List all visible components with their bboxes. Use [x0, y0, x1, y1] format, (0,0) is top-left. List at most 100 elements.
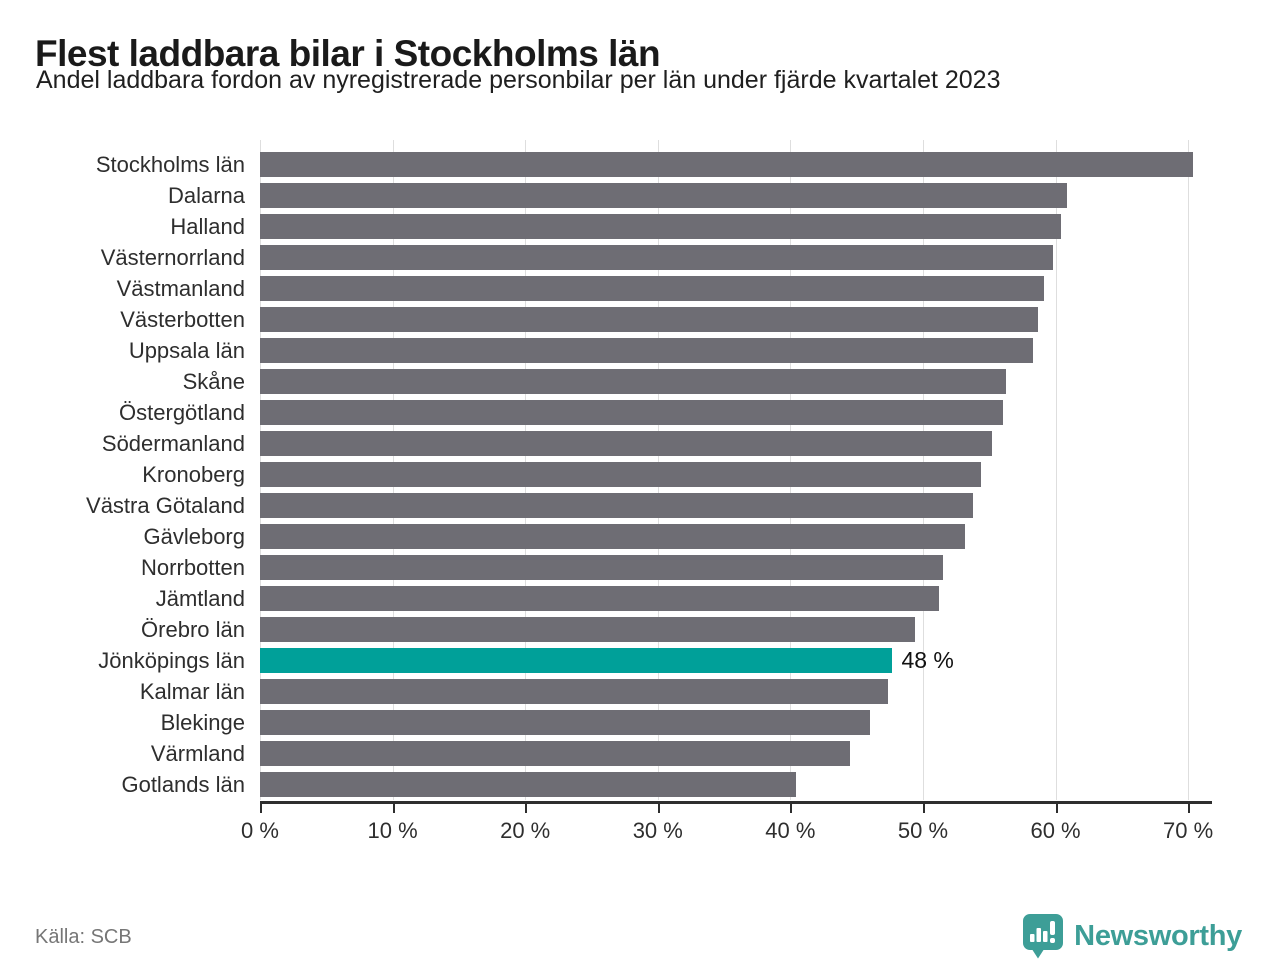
bar — [260, 493, 974, 518]
bar-row: Västra Götaland — [0, 490, 1280, 521]
bar-row: Norrbotten — [0, 552, 1280, 583]
bar-row: Örebro län — [0, 614, 1280, 645]
bar-track: 48 % — [260, 645, 1280, 676]
category-label: Värmland — [150, 741, 245, 766]
bar-row: Värmland — [0, 738, 1280, 769]
category-label: Gotlands län — [121, 772, 245, 797]
bar — [260, 617, 915, 642]
x-axis-line — [260, 801, 1212, 804]
axis-tick — [790, 804, 793, 813]
bar-row: Västerbotten — [0, 304, 1280, 335]
bar — [260, 586, 939, 611]
bar-track — [260, 707, 1280, 738]
bar-row: Kronoberg — [0, 459, 1280, 490]
bar-track — [260, 211, 1280, 242]
axis-tick — [392, 804, 395, 813]
category-label: Kronoberg — [142, 462, 245, 487]
axis-tick-label: 0 % — [241, 818, 279, 843]
bar — [260, 214, 1061, 239]
bar-track — [260, 428, 1280, 459]
bar-row: Gotlands län — [0, 769, 1280, 800]
newsworthy-bubble-icon — [1023, 914, 1064, 959]
bar-track — [260, 490, 1280, 521]
bar-row: Östergötland — [0, 397, 1280, 428]
bar-track — [260, 459, 1280, 490]
bar-row: Halland — [0, 211, 1280, 242]
category-label: Dalarna — [167, 183, 245, 208]
bar-track — [260, 180, 1280, 211]
bar — [260, 245, 1053, 270]
bar-value-label: 48 % — [901, 647, 954, 673]
axis-tick — [525, 804, 528, 813]
page-subtitle: Andel laddbara fordon av nyregistrerade … — [36, 66, 1001, 94]
bar — [260, 741, 851, 766]
gridline — [1055, 140, 1057, 800]
category-label: Södermanland — [101, 431, 245, 456]
bar — [260, 338, 1033, 363]
newsworthy-logo[interactable]: Newsworthy — [1022, 913, 1242, 959]
bar — [260, 772, 796, 797]
bar — [260, 555, 943, 580]
bar — [260, 369, 1007, 394]
bar-chart: Stockholms län Dalarna Halland Västernorrla… — [0, 140, 1280, 843]
category-label: Jönköpings län — [98, 648, 245, 673]
newsworthy-wordmark: Newsworthy — [1074, 919, 1242, 952]
bar — [260, 679, 889, 704]
category-label: Skåne — [182, 369, 245, 394]
bar-track — [260, 676, 1280, 707]
category-label: Halland — [170, 214, 245, 239]
bar-track — [260, 614, 1280, 645]
bar-track — [260, 335, 1280, 366]
bar — [260, 462, 982, 487]
category-label: Örebro län — [141, 617, 245, 642]
bar-rows: Stockholms län Dalarna Halland Västernorrla… — [0, 149, 1280, 800]
bar-row: Skåne — [0, 366, 1280, 397]
bar-row: Stockholms län — [0, 149, 1280, 180]
gridline — [1188, 140, 1190, 800]
bar-track — [260, 397, 1280, 428]
bar-track — [260, 738, 1280, 769]
axis-tick-label: 10 % — [367, 818, 418, 843]
category-label: Uppsala län — [128, 338, 245, 363]
category-label: Jämtland — [155, 586, 245, 611]
axis-tick-label: 70 % — [1163, 818, 1214, 843]
axis-tick — [260, 804, 262, 813]
bar — [260, 431, 992, 456]
axis-tick — [1188, 804, 1191, 813]
axis-tick-label: 30 % — [632, 818, 683, 843]
bar-track — [260, 552, 1280, 583]
category-label: Västmanland — [116, 276, 245, 301]
category-label: Västra Götaland — [86, 493, 245, 518]
axis-tick — [657, 804, 660, 813]
axis-tick-label: 40 % — [765, 818, 816, 843]
bar-row: Jönköpings län 48 % — [0, 645, 1280, 676]
bar-row: Uppsala län — [0, 335, 1280, 366]
bar-row: Gävleborg — [0, 521, 1280, 552]
category-label: Norrbotten — [141, 555, 245, 580]
category-label: Västernorrland — [100, 245, 245, 270]
category-label: Östergötland — [119, 400, 245, 425]
axis-tick-label: 60 % — [1030, 818, 1081, 843]
bar-row: Jämtland — [0, 583, 1280, 614]
bar-track — [260, 304, 1280, 335]
bar-track — [260, 366, 1280, 397]
highlighted-bar — [260, 648, 893, 673]
bar-track — [260, 149, 1280, 180]
bar-track — [260, 769, 1280, 800]
bar — [260, 276, 1044, 301]
axis-tick-label: 50 % — [897, 818, 949, 843]
bar-row: Dalarna — [0, 180, 1280, 211]
bar-track — [260, 242, 1280, 273]
bar-row: Blekinge — [0, 707, 1280, 738]
source-note: Källa: SCB — [35, 926, 132, 948]
bar — [260, 710, 870, 735]
category-label: Västerbotten — [120, 307, 245, 332]
bar — [260, 183, 1068, 208]
bar — [260, 152, 1194, 177]
bar-track — [260, 583, 1280, 614]
category-label: Gävleborg — [143, 524, 245, 549]
bar-row: Västernorrland — [0, 242, 1280, 273]
axis-tick-label: 20 % — [500, 818, 551, 843]
axis-tick — [922, 804, 925, 813]
